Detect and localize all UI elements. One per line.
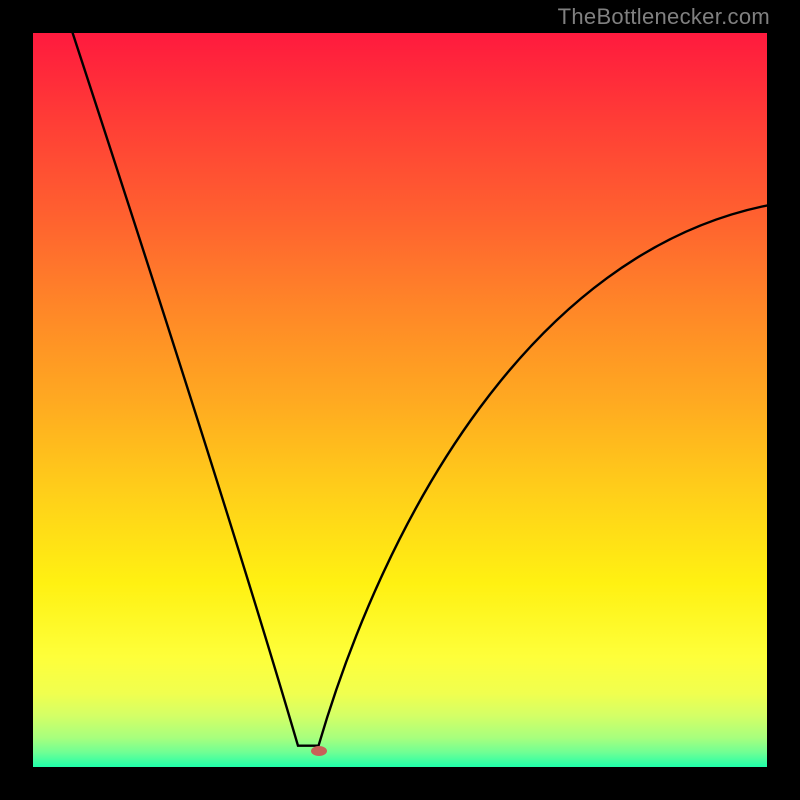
chart-container: TheBottlenecker.com <box>0 0 800 800</box>
watermark-text: TheBottlenecker.com <box>558 4 770 30</box>
plot-area <box>33 33 767 767</box>
bottleneck-curve <box>33 33 767 767</box>
bottleneck-marker <box>311 746 327 756</box>
